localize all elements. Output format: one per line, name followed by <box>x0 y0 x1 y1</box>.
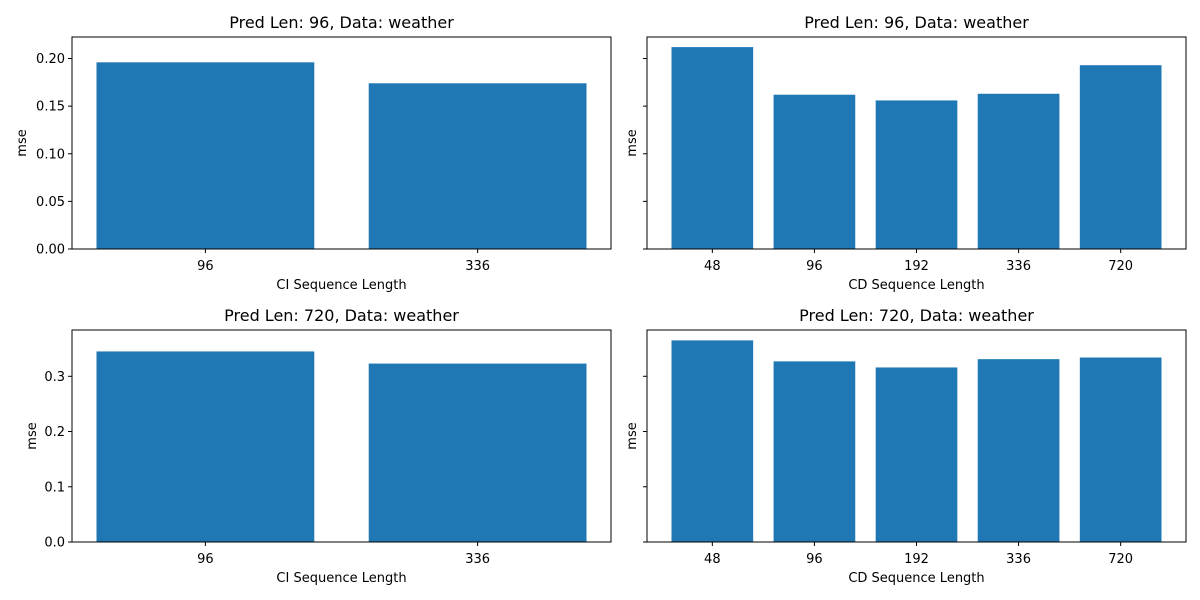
x-axis-label: CI Sequence Length <box>276 571 406 586</box>
x-tick-label: 336 <box>465 552 490 567</box>
subplot-top-left: 96 336 0.00 0.05 0.10 0.15 0.20 Pred Len: 96, D… <box>15 13 612 293</box>
y-axis-label: mse <box>625 422 640 449</box>
x-tick-label: 336 <box>1006 259 1031 274</box>
bar-336 <box>368 363 587 542</box>
y-tick-label: 0.20 <box>36 52 65 67</box>
chart-title: Pred Len: 720, Data: weather <box>799 306 1034 325</box>
x-tick-label: 192 <box>904 259 929 274</box>
y-tick-label: 0.15 <box>36 100 65 115</box>
chart-title: Pred Len: 720, Data: weather <box>224 306 459 325</box>
x-tick-label: 96 <box>197 552 214 567</box>
bar-720 <box>1079 357 1162 542</box>
x-axis-label: CD Sequence Length <box>848 278 984 293</box>
bar-96 <box>96 62 315 250</box>
x-tick-label: 192 <box>904 552 929 567</box>
y-tick-label: 0.3 <box>44 370 65 385</box>
x-tick-label: 48 <box>704 552 721 567</box>
subplot-bottom-right: 48 96 192 336 720 Pred Len: 720, Data: weathe… <box>625 306 1187 586</box>
chart-title: Pred Len: 96, Data: weather <box>229 13 454 32</box>
x-axis-label: CI Sequence Length <box>276 278 406 293</box>
bar-48 <box>671 340 754 542</box>
y-tick-label: 0.10 <box>36 147 65 162</box>
y-axis-label: mse <box>625 129 640 156</box>
subplot-top-right: 48 96 192 336 720 Pred Len: 96, Data: weather… <box>625 13 1187 293</box>
x-tick-label: 336 <box>1006 552 1031 567</box>
bar-720 <box>1079 65 1162 249</box>
y-tick-label: 0.00 <box>36 243 65 258</box>
bar-192 <box>875 367 958 542</box>
y-tick-label: 0.0 <box>44 536 65 551</box>
y-tick-label: 0.1 <box>44 480 65 495</box>
x-tick-label: 48 <box>704 259 721 274</box>
bar-96 <box>773 361 856 542</box>
x-tick-label: 720 <box>1108 552 1133 567</box>
x-tick-label: 96 <box>806 552 823 567</box>
x-tick-label: 96 <box>806 259 823 274</box>
x-axis-label: CD Sequence Length <box>848 571 984 586</box>
bar-336 <box>977 359 1060 542</box>
chart-title: Pred Len: 96, Data: weather <box>804 13 1029 32</box>
x-tick-label: 720 <box>1108 259 1133 274</box>
axes-frame <box>71 36 612 250</box>
x-tick-label: 336 <box>465 259 490 274</box>
y-tick-label: 0.2 <box>44 425 65 440</box>
bar-96 <box>773 94 856 249</box>
subplot-bottom-left: 96 336 0.0 0.1 0.2 0.3 Pred Len: 720, Data: we… <box>25 306 612 586</box>
bar-192 <box>875 100 958 249</box>
bar-336 <box>977 93 1060 249</box>
bar-48 <box>671 47 754 249</box>
y-axis-label: mse <box>15 129 30 156</box>
y-axis-label: mse <box>25 422 40 449</box>
bar-336 <box>368 83 587 250</box>
axes-frame <box>71 329 612 543</box>
x-tick-label: 96 <box>197 259 214 274</box>
y-tick-label: 0.05 <box>36 195 65 210</box>
bar-96 <box>96 351 315 542</box>
